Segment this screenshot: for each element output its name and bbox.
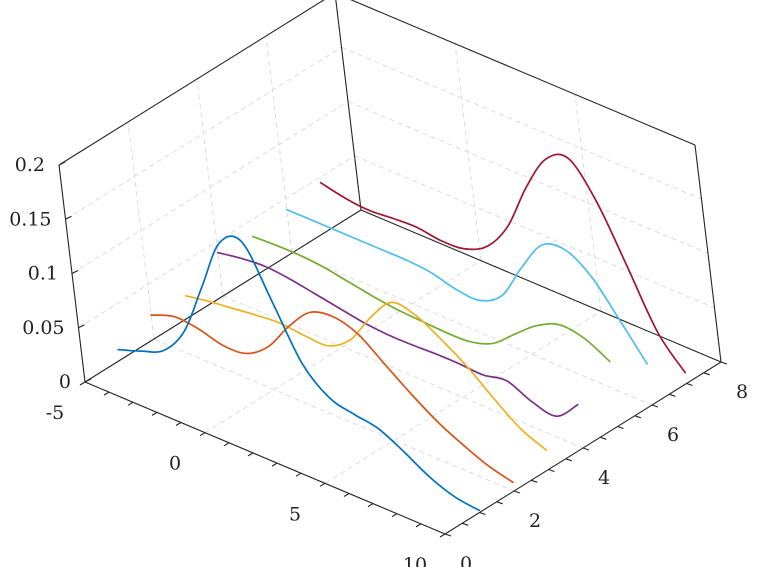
y-tick-mark [548, 468, 555, 473]
z-tick-label: 0.1 [28, 263, 58, 285]
z-tick-mark [71, 270, 79, 274]
y-tick-mark [686, 382, 693, 387]
z-tick-label: 0.2 [15, 154, 45, 176]
y-tick-label: 6 [667, 424, 679, 446]
y-tick-mark [531, 479, 538, 483]
x-tick-label: 0 [169, 453, 181, 475]
x-tick-label: -5 [46, 402, 65, 424]
grid-line-y-wall-3 [265, 35, 293, 254]
x-tick-mark [391, 513, 398, 518]
z-tick-label: 0.05 [22, 317, 64, 339]
z-tick-label: 0.15 [9, 208, 51, 230]
y-tick-mark [479, 511, 486, 516]
series-layer [117, 153, 687, 512]
x-tick-mark [343, 493, 350, 497]
tick-layer: -5 0 5 10 0 2 4 6 8 0 0.05 0.1 0.15 0.2 [9, 154, 748, 567]
y-tick-mark [617, 425, 624, 430]
x-tick-mark [439, 533, 446, 538]
x-tick-mark [271, 462, 278, 467]
y-tick-mark [720, 361, 728, 365]
back-corner-edge [335, 0, 362, 211]
axes-box [58, 0, 722, 535]
grid-line-z-back-wall-2 [347, 101, 709, 254]
grid-line-y-floor-2 [222, 295, 584, 449]
floor-back-edge [360, 209, 722, 363]
series-line-y7 [319, 153, 687, 374]
y-tick-label: 8 [736, 381, 748, 403]
x-tick-mark [199, 432, 206, 437]
x-tick-mark [79, 381, 86, 386]
grid-line-y-floor-3 [291, 252, 653, 406]
z-tick-mark [84, 378, 92, 383]
grid-line-x-wall-1 [454, 43, 482, 261]
series-line-y3 [185, 294, 548, 451]
y-tick-label: 4 [598, 467, 610, 489]
y-tick-mark [513, 490, 521, 494]
floor-left-edge [84, 209, 362, 383]
top-left-edge [58, 0, 325, 166]
y-tick-mark [565, 458, 572, 462]
y-tick-mark [651, 404, 659, 408]
series-line-y1 [117, 235, 481, 512]
grid-line-x-wall-2 [574, 94, 602, 312]
grid-line-z-back-wall-3 [341, 46, 702, 200]
y-tick-mark [703, 372, 710, 376]
y-tick-mark [582, 447, 590, 451]
series-line-y2 [150, 311, 514, 484]
x-tick-mark [127, 401, 134, 406]
y-tick-mark [634, 415, 641, 419]
x-tick-mark [223, 442, 230, 447]
x-tick-mark [295, 472, 302, 477]
z-tick-mark [78, 324, 85, 329]
series-line-y4 [216, 251, 579, 418]
series-line-y5 [252, 235, 611, 363]
x-tick-mark [319, 482, 326, 487]
x-tick-mark [151, 411, 158, 416]
z-tick-mark [65, 215, 72, 220]
x-tick-mark [247, 452, 254, 457]
y-tick-mark [496, 501, 503, 505]
x-tick-mark [415, 523, 422, 528]
y-tick-mark [669, 393, 676, 397]
grid-line-z-back-wall-1 [354, 155, 715, 309]
y-tick-label: 0 [460, 553, 472, 567]
y-tick-label: 2 [529, 510, 541, 532]
x-tick-label: 5 [289, 503, 301, 525]
y-tick-mark [600, 436, 607, 440]
x-tick-mark [367, 503, 374, 508]
right-wall-edge [694, 144, 722, 363]
x-tick-label: 10 [403, 554, 427, 567]
grid-line-z-back-wall-4 [350, 0, 696, 146]
grid-layer [58, 0, 722, 535]
y-tick-mark [444, 533, 452, 537]
grid-line-z-left-wall-4 [58, 0, 325, 166]
series-line-y6 [285, 208, 648, 365]
x-tick-mark [103, 391, 110, 396]
grid-line-x-floor-2 [324, 310, 602, 484]
grid-line-y-floor-1 [153, 338, 515, 492]
z-tick-mark [58, 161, 66, 166]
y-tick-mark [462, 522, 469, 526]
grid-line-y-wall-1 [127, 121, 155, 340]
x-tick-mark [175, 422, 182, 426]
grid-line-y-wall-2 [196, 78, 224, 297]
z-tick-label: 0 [59, 371, 71, 393]
top-back-edge [350, 0, 696, 146]
x-axis-line [84, 381, 446, 535]
